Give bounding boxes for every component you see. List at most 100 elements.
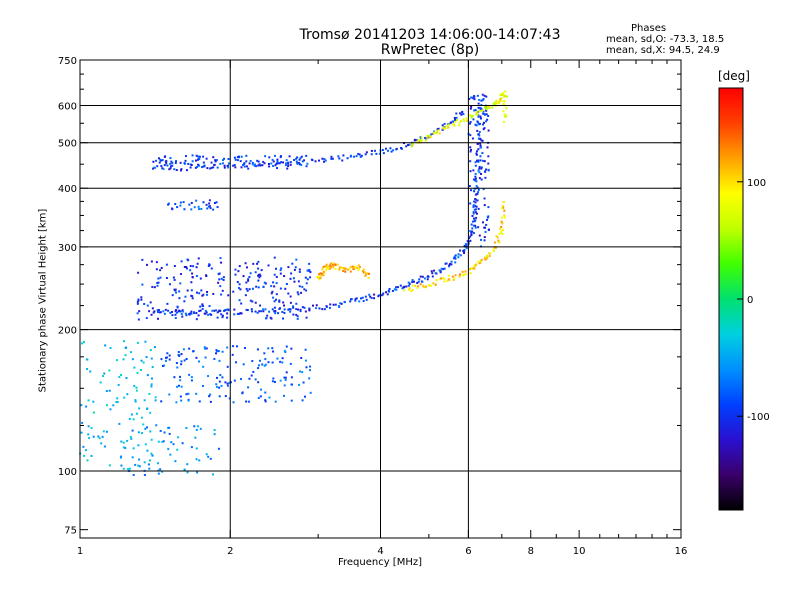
echo-point: [241, 392, 244, 395]
trace-point: [388, 287, 391, 290]
echo-point: [137, 299, 140, 302]
trace-point: [204, 312, 207, 315]
echo-point: [175, 401, 178, 404]
trace-point: [477, 159, 480, 162]
colorbar-label: [deg]: [718, 69, 750, 83]
trace-point: [499, 93, 502, 96]
trace-point: [334, 268, 337, 271]
trace-point: [479, 106, 482, 109]
trace-point: [346, 157, 349, 160]
echo-point: [273, 285, 276, 288]
echo-point: [149, 459, 152, 462]
trace-point: [308, 307, 311, 310]
trace-point: [488, 106, 491, 109]
echo-point: [205, 157, 208, 160]
echo-point: [146, 304, 149, 307]
echo-point: [257, 367, 260, 370]
echo-point: [238, 299, 241, 302]
trace-point: [332, 262, 335, 265]
trace-point: [274, 310, 277, 313]
echo-point: [122, 446, 125, 449]
echo-point: [215, 201, 218, 204]
echo-point: [129, 435, 132, 438]
trace-point: [475, 263, 478, 266]
echo-point: [209, 207, 212, 210]
echo-point: [487, 228, 490, 231]
echo-point: [151, 307, 154, 310]
echo-point: [199, 277, 202, 280]
trace-point: [479, 142, 482, 145]
trace-point: [476, 192, 479, 195]
trace-point: [321, 157, 324, 160]
echo-point: [238, 312, 241, 315]
trace-point: [439, 270, 442, 273]
echo-point: [180, 360, 183, 363]
echo-point: [184, 155, 187, 158]
trace-point: [492, 248, 495, 251]
echo-point: [271, 290, 274, 293]
trace-point: [162, 168, 165, 171]
echo-point: [301, 399, 304, 402]
trace-point: [251, 163, 254, 166]
echo-point: [233, 313, 236, 316]
echo-point: [309, 365, 312, 368]
echo-point: [92, 435, 95, 438]
trace-point: [169, 311, 172, 314]
trace-point: [212, 166, 215, 169]
trace-point: [384, 147, 387, 150]
echo-point: [103, 372, 106, 375]
trace-point: [236, 312, 239, 315]
echo-point: [124, 354, 127, 357]
echo-point: [138, 407, 141, 410]
trace-point: [501, 204, 504, 207]
trace-point: [386, 293, 389, 296]
echo-point: [181, 309, 184, 312]
trace-point: [405, 285, 408, 288]
echo-point: [263, 364, 266, 367]
trace-point: [480, 108, 483, 111]
trace-point: [476, 129, 479, 132]
echo-point: [238, 265, 241, 268]
echo-point: [242, 275, 245, 278]
echo-point: [112, 404, 115, 407]
trace-point: [323, 308, 326, 311]
trace-point: [497, 239, 500, 242]
trace-point: [328, 306, 331, 309]
echo-point: [90, 426, 93, 429]
trace-point: [436, 128, 439, 131]
echo-point: [293, 268, 296, 271]
trace-point: [479, 260, 482, 263]
echo-point: [480, 166, 483, 169]
echo-point: [271, 158, 274, 161]
echo-point: [287, 165, 290, 168]
echo-point: [120, 455, 123, 458]
trace-point: [271, 308, 274, 311]
echo-point: [130, 413, 133, 416]
echo-point: [105, 430, 108, 433]
x-tick-label: 6: [465, 546, 471, 557]
trace-point: [233, 308, 236, 311]
trace-point: [479, 146, 482, 149]
echo-point: [287, 266, 290, 269]
trace-point: [454, 120, 457, 123]
trace-point: [342, 154, 345, 157]
trace-point: [190, 163, 193, 166]
echo-point: [202, 161, 205, 164]
echo-point: [294, 266, 297, 269]
echo-point: [249, 272, 252, 275]
trace-point: [370, 153, 373, 156]
trace-point: [395, 147, 398, 150]
trace-point: [432, 132, 435, 135]
echo-point: [297, 383, 300, 386]
echo-point: [253, 164, 256, 167]
echo-point: [295, 302, 298, 305]
trace-point: [223, 166, 226, 169]
echo-point: [173, 265, 176, 268]
trace-point: [480, 99, 483, 102]
echo-point: [132, 447, 135, 450]
echo-point: [273, 306, 276, 309]
echo-point: [144, 340, 147, 343]
trace-point: [330, 155, 333, 158]
echo-point: [283, 275, 286, 278]
trace-point: [196, 165, 199, 168]
